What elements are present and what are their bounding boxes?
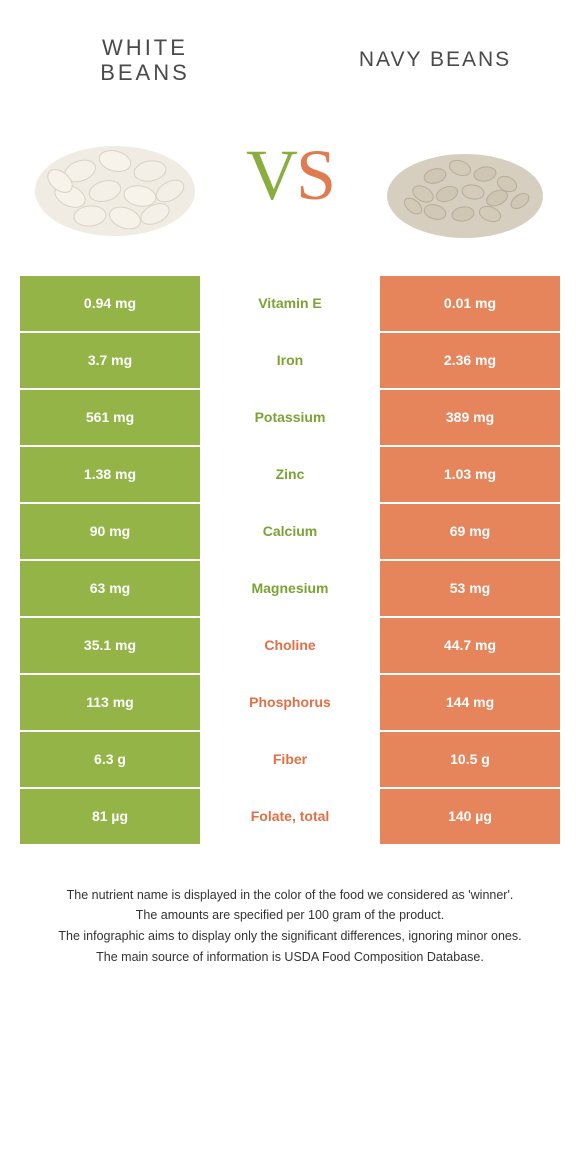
nutrient-name: Magnesium: [200, 561, 380, 616]
value-right: 0.01 mg: [380, 276, 560, 331]
table-row: 6.3 gFiber10.5 g: [20, 732, 560, 787]
table-row: 63 mgMagnesium53 mg: [20, 561, 560, 616]
value-right: 144 mg: [380, 675, 560, 730]
value-right: 2.36 mg: [380, 333, 560, 388]
nutrient-name: Phosphorus: [200, 675, 380, 730]
value-left: 0.94 mg: [20, 276, 200, 331]
value-left: 90 mg: [20, 504, 200, 559]
value-right: 10.5 g: [380, 732, 560, 787]
value-left: 113 mg: [20, 675, 200, 730]
navy-beans-image: [375, 106, 555, 246]
table-row: 1.38 mgZinc1.03 mg: [20, 447, 560, 502]
table-row: 0.94 mgVitamin E0.01 mg: [20, 276, 560, 331]
footer-notes: The nutrient name is displayed in the co…: [0, 846, 580, 967]
nutrient-name: Choline: [200, 618, 380, 673]
vs-label: VS: [246, 134, 334, 217]
value-right: 140 µg: [380, 789, 560, 844]
comparison-table: 0.94 mgVitamin E0.01 mg3.7 mgIron2.36 mg…: [20, 276, 560, 844]
header: WHITE BEANS NAVY BEANS: [0, 0, 580, 96]
value-left: 561 mg: [20, 390, 200, 445]
value-left: 35.1 mg: [20, 618, 200, 673]
nutrient-name: Zinc: [200, 447, 380, 502]
value-right: 44.7 mg: [380, 618, 560, 673]
table-row: 90 mgCalcium69 mg: [20, 504, 560, 559]
table-row: 81 µgFolate, total140 µg: [20, 789, 560, 844]
white-beans-image: [25, 106, 205, 246]
footer-line: The main source of information is USDA F…: [30, 948, 550, 967]
table-row: 113 mgPhosphorus144 mg: [20, 675, 560, 730]
table-row: 3.7 mgIron2.36 mg: [20, 333, 560, 388]
value-left: 1.38 mg: [20, 447, 200, 502]
nutrient-name: Fiber: [200, 732, 380, 787]
nutrient-name: Potassium: [200, 390, 380, 445]
value-left: 3.7 mg: [20, 333, 200, 388]
footer-line: The infographic aims to display only the…: [30, 927, 550, 946]
nutrient-name: Folate, total: [200, 789, 380, 844]
value-right: 1.03 mg: [380, 447, 560, 502]
value-right: 69 mg: [380, 504, 560, 559]
title-right: NAVY BEANS: [345, 48, 525, 72]
value-left: 81 µg: [20, 789, 200, 844]
vs-s: S: [296, 135, 334, 215]
table-row: 35.1 mgCholine44.7 mg: [20, 618, 560, 673]
value-right: 53 mg: [380, 561, 560, 616]
value-left: 6.3 g: [20, 732, 200, 787]
vs-v: V: [246, 135, 296, 215]
nutrient-name: Iron: [200, 333, 380, 388]
hero-row: VS: [0, 96, 580, 276]
nutrient-name: Vitamin E: [200, 276, 380, 331]
footer-line: The amounts are specified per 100 gram o…: [30, 906, 550, 925]
nutrient-name: Calcium: [200, 504, 380, 559]
value-right: 389 mg: [380, 390, 560, 445]
title-left: WHITE BEANS: [55, 35, 235, 86]
value-left: 63 mg: [20, 561, 200, 616]
table-row: 561 mgPotassium389 mg: [20, 390, 560, 445]
footer-line: The nutrient name is displayed in the co…: [30, 886, 550, 905]
